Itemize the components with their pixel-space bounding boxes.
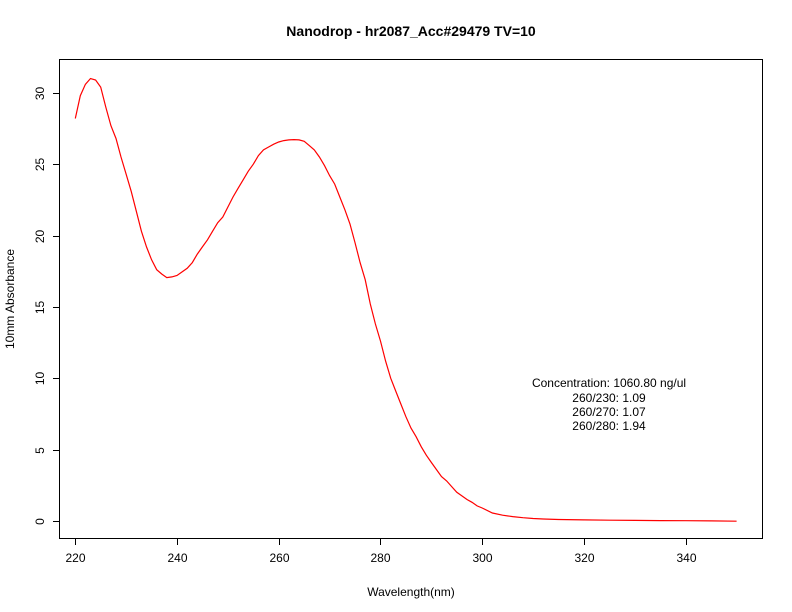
annotation-concentration: Concentration: 1060.80 ng/ul bbox=[532, 376, 686, 390]
y-axis: 0 5 10 15 20 25 30 bbox=[33, 87, 60, 525]
series-line-0 bbox=[74, 77, 737, 522]
y-tick-label-20: 20 bbox=[33, 230, 47, 244]
annotation-260-280: 260/280: 1.94 bbox=[572, 419, 646, 433]
annotation-260-270: 260/270: 1.07 bbox=[572, 405, 646, 419]
y-tick-label-0: 0 bbox=[33, 518, 47, 525]
x-tick-label-260: 260 bbox=[269, 551, 289, 565]
plot-frame bbox=[59, 59, 763, 539]
y-axis-label: 10mm Absorbance bbox=[3, 249, 17, 349]
x-tick-label-240: 240 bbox=[167, 551, 187, 565]
x-axis-label: Wavelength(nm) bbox=[367, 585, 455, 599]
y-tick-label-5: 5 bbox=[33, 447, 47, 454]
chart-title: Nanodrop - hr2087_Acc#29479 TV=10 bbox=[286, 23, 536, 39]
annotation-260-230: 260/230: 1.09 bbox=[572, 391, 646, 405]
x-tick-label-300: 300 bbox=[472, 551, 492, 565]
x-tick-label-340: 340 bbox=[676, 551, 696, 565]
y-tick-label-15: 15 bbox=[33, 301, 47, 315]
x-axis: 220 240 260 280 300 320 340 bbox=[65, 538, 697, 565]
x-tick-label-220: 220 bbox=[65, 551, 85, 565]
x-tick-label-280: 280 bbox=[370, 551, 390, 565]
y-tick-label-30: 30 bbox=[33, 87, 47, 101]
y-tick-label-10: 10 bbox=[33, 372, 47, 386]
annotation-block: Concentration: 1060.80 ng/ul 260/230: 1.… bbox=[532, 376, 686, 433]
series-layer bbox=[74, 77, 737, 522]
x-tick-label-320: 320 bbox=[574, 551, 594, 565]
y-tick-label-25: 25 bbox=[33, 158, 47, 172]
